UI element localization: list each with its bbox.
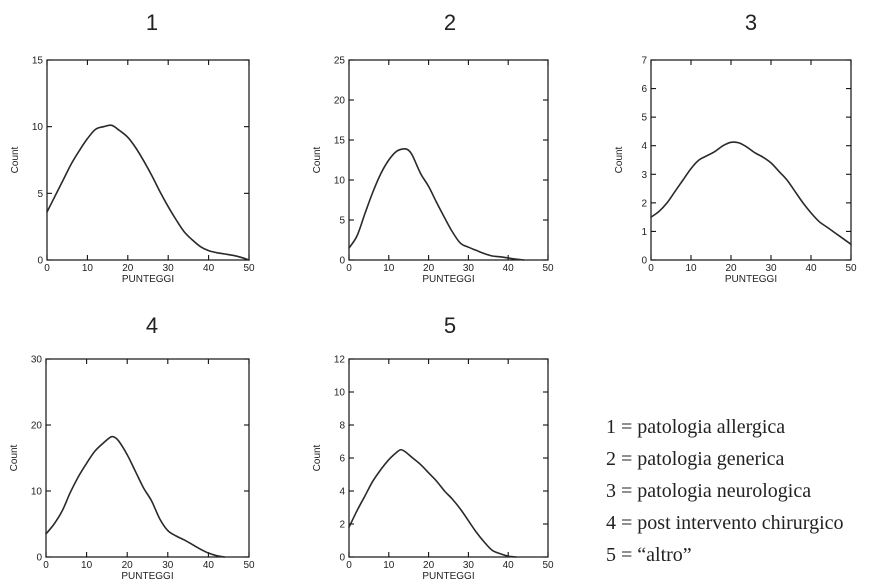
- x-tick-label: 0: [648, 263, 654, 274]
- y-tick-label: 5: [641, 113, 647, 124]
- density-curve: [650, 141, 852, 246]
- y-axis-label: Count: [614, 146, 625, 173]
- y-axis-label: Count: [9, 444, 20, 471]
- legend-item-4: 4 = post intervento chirurgico: [606, 512, 844, 534]
- x-tick-label: 40: [503, 263, 515, 274]
- y-tick-label: 0: [339, 553, 345, 564]
- legend-item-3: 3 = patologia neurologica: [606, 480, 811, 502]
- y-tick-label: 0: [641, 256, 647, 267]
- x-tick-label: 50: [243, 263, 255, 274]
- y-tick-label: 2: [641, 198, 647, 209]
- x-axis-label: PUNTEGGI: [422, 571, 474, 582]
- plot-frame: [45, 358, 250, 558]
- plot-frame: [46, 59, 250, 261]
- x-tick-label: 30: [163, 263, 175, 274]
- y-tick-label: 6: [641, 84, 647, 95]
- density-curve: [45, 435, 226, 558]
- x-tick-label: 50: [542, 560, 554, 571]
- x-tick-label: 20: [423, 560, 435, 571]
- density-curve: [46, 124, 250, 261]
- y-axis-label: Count: [10, 146, 21, 173]
- panel-title: 5: [444, 313, 456, 338]
- x-tick-label: 0: [43, 560, 49, 571]
- y-tick-label: 20: [334, 96, 346, 107]
- plot-frame: [348, 358, 549, 558]
- y-tick-label: 5: [339, 216, 345, 227]
- y-tick-label: 4: [641, 141, 647, 152]
- y-tick-label: 4: [339, 487, 345, 498]
- y-tick-label: 0: [339, 256, 345, 267]
- x-axis-label: PUNTEGGI: [422, 274, 474, 285]
- x-tick-label: 40: [503, 560, 515, 571]
- x-tick-label: 30: [463, 560, 475, 571]
- x-tick-label: 10: [685, 263, 697, 274]
- y-tick-label: 0: [36, 553, 42, 564]
- x-tick-label: 0: [346, 263, 352, 274]
- panel-title: 3: [745, 10, 757, 35]
- x-tick-label: 20: [122, 263, 134, 274]
- y-tick-label: 10: [31, 487, 43, 498]
- x-tick-label: 50: [243, 560, 255, 571]
- y-axis-label: Count: [312, 146, 323, 173]
- x-tick-label: 40: [203, 263, 215, 274]
- x-tick-label: 20: [725, 263, 737, 274]
- x-tick-label: 20: [122, 560, 134, 571]
- x-tick-label: 40: [805, 263, 817, 274]
- x-tick-label: 30: [162, 560, 174, 571]
- x-tick-label: 40: [203, 560, 215, 571]
- y-tick-label: 15: [334, 136, 346, 147]
- density-curve: [348, 147, 525, 261]
- y-tick-label: 30: [31, 355, 43, 366]
- plot-frame: [650, 59, 852, 261]
- legend-item-5: 5 = “altro”: [606, 544, 692, 566]
- y-tick-label: 0: [37, 256, 43, 267]
- x-tick-label: 10: [81, 560, 93, 571]
- x-tick-label: 10: [82, 263, 94, 274]
- y-tick-label: 20: [31, 421, 43, 432]
- y-tick-label: 6: [339, 454, 345, 465]
- panel-title: 4: [146, 313, 158, 338]
- y-tick-label: 12: [334, 355, 346, 366]
- panel-title: 1: [146, 10, 158, 35]
- x-tick-label: 50: [542, 263, 554, 274]
- plot-frame: [348, 59, 549, 261]
- panel-title: 2: [444, 10, 456, 35]
- x-tick-label: 10: [383, 263, 395, 274]
- y-tick-label: 15: [32, 56, 44, 67]
- y-tick-label: 5: [37, 189, 43, 200]
- x-axis-label: PUNTEGGI: [121, 571, 173, 582]
- legend: 1 = patologia allergica 2 = patologia ge…: [606, 416, 844, 566]
- y-tick-label: 10: [334, 176, 346, 187]
- legend-item-2: 2 = patologia generica: [606, 448, 785, 470]
- y-tick-label: 3: [641, 170, 647, 181]
- x-tick-label: 30: [765, 263, 777, 274]
- y-tick-label: 10: [334, 388, 346, 399]
- y-axis-label: Count: [312, 444, 323, 471]
- y-tick-label: 25: [334, 56, 346, 67]
- legend-item-1: 1 = patologia allergica: [606, 416, 785, 438]
- x-tick-label: 0: [346, 560, 352, 571]
- x-tick-label: 10: [383, 560, 395, 571]
- x-tick-label: 30: [463, 263, 475, 274]
- x-tick-label: 0: [44, 263, 50, 274]
- y-tick-label: 1: [641, 227, 647, 238]
- y-tick-label: 2: [339, 520, 345, 531]
- x-tick-label: 20: [423, 263, 435, 274]
- y-tick-label: 8: [339, 421, 345, 432]
- x-tick-label: 50: [845, 263, 857, 274]
- y-tick-label: 10: [32, 122, 44, 133]
- density-curve: [348, 448, 517, 558]
- y-tick-label: 7: [641, 56, 647, 67]
- x-axis-label: PUNTEGGI: [122, 274, 174, 285]
- x-axis-label: PUNTEGGI: [725, 274, 777, 285]
